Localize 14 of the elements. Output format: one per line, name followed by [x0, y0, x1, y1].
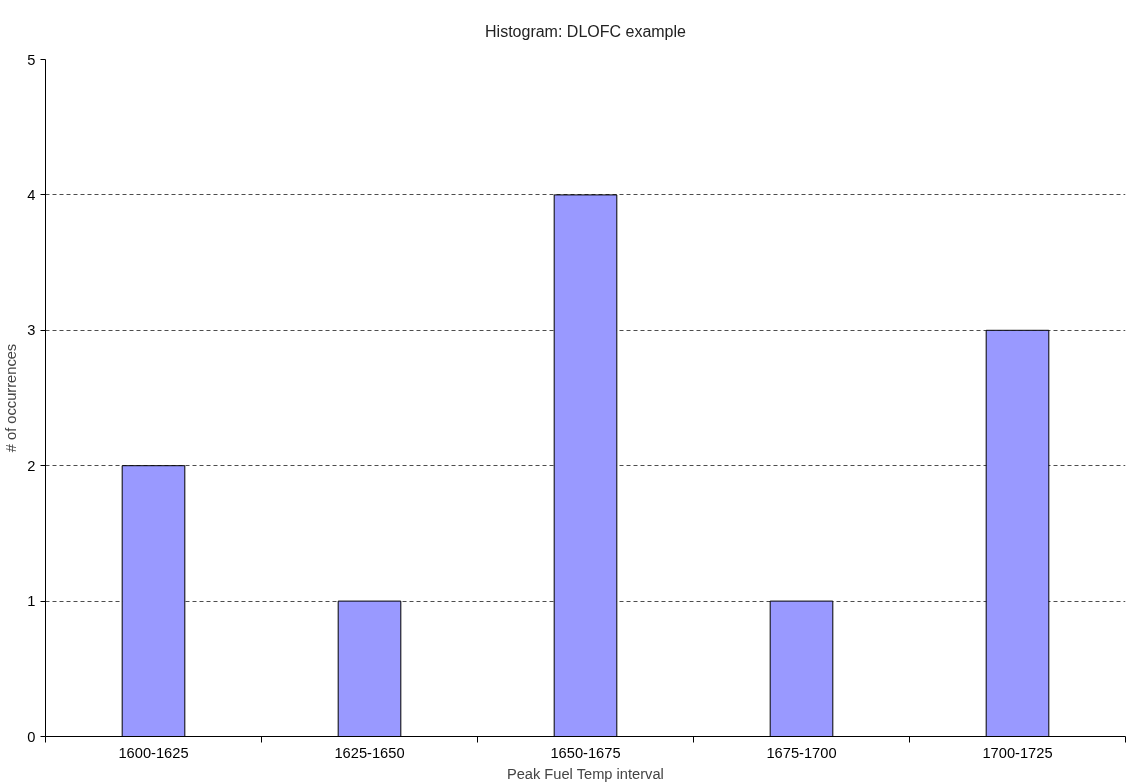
y-tick-label: 2 [27, 457, 36, 474]
y-tick-label: 4 [27, 186, 36, 203]
y-tick-label: 0 [27, 728, 36, 745]
x-tick-label: 1650-1675 [550, 744, 621, 761]
chart-title: Histogram: DLOFC example [485, 22, 687, 40]
x-tick-label: 1675-1700 [766, 744, 837, 761]
x-axis-title: Peak Fuel Temp interval [506, 765, 664, 782]
x-tick-label: 1700-1725 [982, 744, 1053, 761]
x-tick-label: 1600-1625 [118, 744, 189, 761]
y-tick-label: 3 [27, 322, 36, 339]
y-tick-label: 1 [27, 593, 36, 610]
y-axis-title: # of occurrences [3, 343, 20, 453]
y-tick-label: 5 [27, 51, 36, 68]
x-tick-label: 1625-1650 [334, 744, 405, 761]
